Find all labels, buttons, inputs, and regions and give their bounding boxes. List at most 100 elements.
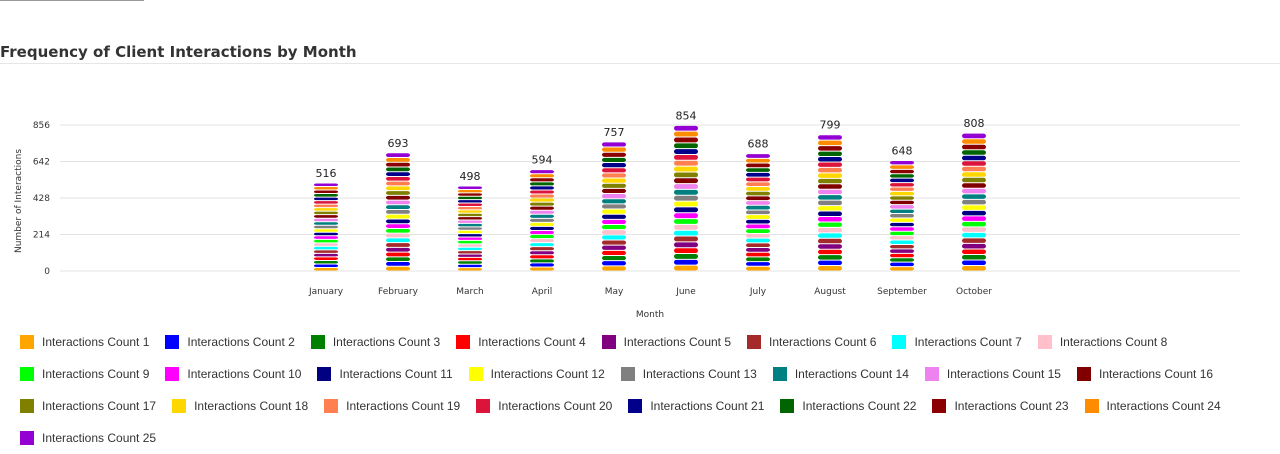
bar-segment <box>674 172 698 178</box>
bar-segment <box>962 249 986 254</box>
legend-item[interactable]: Interactions Count 3 <box>310 333 440 351</box>
bar-segment <box>818 146 842 151</box>
bar-segment <box>962 232 986 238</box>
legend-label: Interactions Count 13 <box>642 367 757 381</box>
legend-label: Interactions Count 6 <box>769 335 877 349</box>
legend-item[interactable]: Interactions Count 9 <box>20 365 149 383</box>
legend-item[interactable]: Interactions Count 7 <box>892 333 1022 351</box>
bar-segment <box>890 191 914 196</box>
bar-segment <box>962 172 986 177</box>
bar-segment <box>746 252 770 257</box>
bar-segment <box>746 205 770 210</box>
bar-segment <box>890 267 914 271</box>
bar-segment <box>890 240 914 244</box>
bar-segment <box>386 181 410 186</box>
legend-item[interactable]: Interactions Count 6 <box>747 333 876 351</box>
bar-segment <box>890 244 914 249</box>
bar-segment <box>386 219 410 224</box>
bar-segment <box>818 157 842 162</box>
bar-segment <box>530 263 554 267</box>
bar-segment <box>746 233 770 238</box>
bar-total-label: 516 <box>316 167 337 180</box>
legend-item[interactable]: Interactions Count 4 <box>456 333 586 351</box>
legend-item[interactable]: Interactions Count 22 <box>780 397 916 415</box>
legend-item[interactable]: Interactions Count 16 <box>1076 365 1213 383</box>
bar-segment <box>602 168 626 173</box>
legend-item[interactable]: Interactions Count 23 <box>932 397 1069 415</box>
legend-swatch <box>476 399 491 413</box>
bar-segment <box>314 260 338 264</box>
bar-segment <box>962 210 986 216</box>
legend-item[interactable]: Interactions Count 12 <box>468 365 605 383</box>
legend-swatch <box>772 367 787 381</box>
legend-swatch <box>1076 367 1091 381</box>
legend-swatch <box>601 335 616 349</box>
bar-segment <box>602 152 626 157</box>
legend-item[interactable]: Interactions Count 14 <box>772 365 909 383</box>
bar-segment <box>530 206 554 210</box>
bar-total-label: 498 <box>460 170 481 183</box>
legend-item[interactable]: Interactions Count 11 <box>317 365 453 383</box>
bar-segment <box>314 253 338 257</box>
bar-segment <box>530 190 554 194</box>
legend-swatch <box>780 399 795 413</box>
legend-item[interactable]: Interactions Count 18 <box>172 397 308 415</box>
bar-segment <box>674 236 698 242</box>
bar-total-label: 799 <box>820 119 841 132</box>
legend-item[interactable]: Interactions Count 24 <box>1084 397 1221 415</box>
bar-segment <box>746 257 770 262</box>
bar-segment <box>602 235 626 240</box>
bar-segment <box>818 206 842 211</box>
bar-segment <box>602 157 626 163</box>
bar-segment <box>602 261 626 266</box>
bar-segment <box>674 248 698 254</box>
bar-segment <box>314 225 338 229</box>
bar-segment <box>746 238 770 243</box>
legend-label: Interactions Count 14 <box>794 367 909 381</box>
bar-segment <box>458 220 482 223</box>
bar-segment <box>890 200 914 205</box>
bar-segment <box>314 208 338 211</box>
bar-segment <box>386 172 410 176</box>
legend-item[interactable]: Interactions Count 8 <box>1037 333 1167 351</box>
bar-segment <box>674 184 698 189</box>
bar-segment <box>602 188 626 194</box>
x-tick-label: April <box>532 287 553 297</box>
legend-item[interactable]: Interactions Count 21 <box>628 397 764 415</box>
bar-segment <box>386 262 410 266</box>
bar-segment <box>458 261 482 264</box>
bar-segment <box>674 265 698 271</box>
legend-item[interactable]: Interactions Count 1 <box>20 333 149 351</box>
legend-item[interactable]: Interactions Count 15 <box>924 365 1061 383</box>
legend-item[interactable]: Interactions Count 20 <box>476 397 612 415</box>
bar-segment <box>386 153 410 158</box>
bar-segment <box>530 226 554 230</box>
legend-item[interactable]: Interactions Count 10 <box>165 365 301 383</box>
x-tick-label: March <box>456 287 483 297</box>
legend-item[interactable]: Interactions Count 17 <box>20 397 156 415</box>
bar-segment <box>386 158 410 162</box>
bar-segment <box>674 160 698 166</box>
x-tick-label: July <box>749 287 767 297</box>
bar-segment <box>386 205 410 210</box>
legend-item[interactable]: Interactions Count 25 <box>20 429 156 447</box>
bar-segment <box>458 186 482 189</box>
bar-segment <box>458 237 482 240</box>
y-tick-label: 856 <box>33 121 50 131</box>
chart-plot: 0 214 428 642 856 Number of Interactions Month… <box>14 109 1240 320</box>
legend-item[interactable]: Interactions Count 5 <box>601 333 731 351</box>
bar-segment <box>818 211 842 216</box>
x-axis-label: Month <box>636 310 664 320</box>
bar-segment <box>890 258 914 262</box>
legend-item[interactable]: Interactions Count 2 <box>165 333 295 351</box>
bar-segment <box>386 210 410 214</box>
bar-segment <box>314 201 338 204</box>
legend-item[interactable]: Interactions Count 13 <box>620 365 757 383</box>
bar-segment <box>962 155 986 161</box>
bar-segment <box>818 216 842 222</box>
legend-label: Interactions Count 20 <box>498 399 613 413</box>
bar-segment <box>890 160 914 165</box>
bar-segment <box>530 174 554 178</box>
legend-item[interactable]: Interactions Count 19 <box>324 397 460 415</box>
bar-segment <box>314 183 338 187</box>
